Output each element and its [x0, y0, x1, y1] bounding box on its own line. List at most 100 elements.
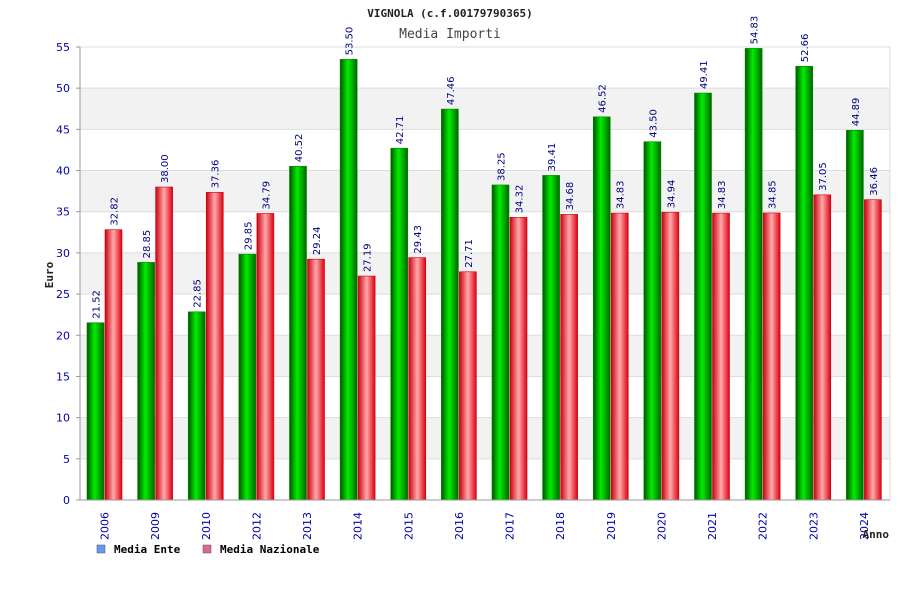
x-tick-label: 2021 — [706, 512, 719, 540]
bar-label-media-ente: 28.85 — [142, 230, 153, 259]
bar-label-media-nazionale: 36.46 — [869, 167, 880, 196]
bar-value-labels: 21.52 32.82 28.85 38.00 22.85 37.36 29.85 34.79… — [92, 16, 880, 319]
bar-media-ente — [137, 262, 155, 501]
plot-band — [80, 129, 890, 171]
y-tick-label: 10 — [56, 412, 70, 425]
bar-media-ente — [694, 92, 712, 501]
y-axis-title: Euro — [43, 261, 56, 288]
y-tick-label: 15 — [56, 370, 70, 383]
y-tick-label: 40 — [56, 165, 70, 178]
bar-label-media-nazionale: 38.00 — [160, 154, 171, 183]
bar-label-media-nazionale: 32.82 — [110, 197, 121, 226]
bar-media-nazionale — [560, 214, 578, 501]
x-tick-label: 2024 — [858, 512, 871, 540]
bar-media-ente — [339, 59, 358, 501]
bar-label-media-nazionale: 34.68 — [565, 182, 576, 211]
bar-media-nazionale — [307, 258, 325, 501]
bar-label-media-ente: 42.71 — [395, 116, 406, 145]
bar-media-nazionale — [104, 229, 123, 501]
bar-label-media-nazionale: 34.79 — [261, 181, 272, 210]
bar-media-ente — [238, 253, 257, 501]
bar-media-nazionale — [762, 212, 781, 501]
x-tick-label: 2009 — [149, 512, 162, 540]
bar-label-media-ente: 39.41 — [547, 143, 558, 172]
bar-label-media-nazionale: 27.19 — [363, 243, 374, 272]
y-tick-label: 35 — [56, 206, 70, 219]
x-tick-label: 2012 — [250, 512, 263, 540]
x-axis-ticks: 2006 2009 2010 2012 2013 2014 2015 2016 2017 2018… — [99, 512, 871, 540]
y-tick-label: 0 — [63, 494, 70, 507]
bar-media-ente — [491, 184, 510, 501]
plot-band — [80, 88, 890, 130]
chart-subtitle: Media Importi — [399, 27, 501, 42]
x-tick-label: 2019 — [605, 512, 618, 540]
bar-media-ente — [795, 65, 814, 501]
x-tick-label: 2010 — [200, 512, 213, 540]
bar-media-ente — [441, 108, 459, 501]
y-tick-label: 50 — [56, 82, 70, 95]
x-tick-label: 2018 — [554, 512, 567, 540]
bar-label-media-ente: 22.85 — [193, 279, 204, 308]
x-tick-label: 2020 — [655, 512, 668, 540]
y-tick-label: 45 — [56, 123, 70, 136]
x-tick-label: 2014 — [352, 512, 365, 540]
bar-label-media-nazionale: 37.36 — [211, 160, 222, 189]
bar-media-nazionale — [509, 217, 528, 501]
bar-label-media-ente: 53.50 — [345, 27, 356, 56]
bar-label-media-nazionale: 37.05 — [818, 162, 829, 191]
y-tick-label: 30 — [56, 247, 70, 260]
x-axis-title: Anno — [863, 528, 890, 541]
bar-media-ente — [390, 147, 409, 501]
bar-media-ente — [86, 322, 105, 501]
chart-title: VIGNOLA (c.f.00179790365) — [367, 7, 533, 20]
bar-label-media-ente: 38.25 — [497, 152, 508, 181]
x-tick-label: 2015 — [402, 512, 415, 540]
bar-media-ente — [846, 129, 864, 501]
bar-label-media-nazionale: 34.94 — [666, 180, 677, 209]
bar-label-media-ente: 49.41 — [699, 60, 710, 89]
bar-label-media-ente: 52.66 — [800, 34, 811, 63]
bar-label-media-ente: 54.83 — [750, 16, 761, 45]
legend-label-media-ente: Media Ente — [114, 543, 181, 556]
y-tick-label: 5 — [63, 453, 70, 466]
y-tick-label: 25 — [56, 288, 70, 301]
bar-media-nazionale — [712, 212, 730, 501]
bar-media-nazionale — [205, 191, 224, 501]
bar-media-ente — [542, 175, 560, 501]
bar-media-nazionale — [256, 213, 275, 501]
legend-swatch-media-nazionale — [202, 544, 212, 554]
bar-label-media-nazionale: 34.83 — [717, 180, 728, 209]
bar-media-nazionale — [813, 194, 832, 501]
bar-media-nazionale — [408, 257, 427, 501]
bar-label-media-ente: 47.46 — [446, 76, 457, 105]
bar-label-media-ente: 43.50 — [648, 109, 659, 138]
bar-label-media-nazionale: 34.85 — [768, 180, 779, 209]
bar-media-nazionale — [610, 212, 629, 501]
bar-label-media-nazionale: 34.83 — [616, 180, 627, 209]
plot-band — [80, 47, 890, 89]
x-tick-label: 2017 — [504, 512, 517, 540]
bars — [86, 48, 882, 501]
bar-label-media-nazionale: 29.43 — [413, 225, 424, 254]
legend-label-media-nazionale: Media Nazionale — [220, 543, 320, 556]
bar-label-media-ente: 40.52 — [294, 134, 305, 163]
bar-media-ente — [643, 141, 662, 501]
bar-media-ente — [289, 165, 307, 501]
x-tick-label: 2023 — [807, 512, 820, 540]
y-tick-label: 20 — [56, 329, 70, 342]
bar-label-media-ente: 46.52 — [598, 84, 609, 113]
x-tick-label: 2013 — [301, 512, 314, 540]
bar-media-ente — [187, 311, 206, 501]
bar-label-media-nazionale: 27.71 — [464, 239, 475, 268]
bar-media-nazionale — [155, 186, 173, 501]
bar-media-nazionale — [357, 275, 376, 501]
bar-label-media-ente: 21.52 — [92, 290, 103, 319]
bar-media-nazionale — [661, 211, 680, 501]
bar-media-ente — [744, 48, 763, 501]
bar-label-media-ente: 29.85 — [243, 222, 254, 251]
bar-media-nazionale — [459, 271, 477, 501]
legend-swatch-media-ente — [96, 544, 106, 554]
y-tick-label: 55 — [56, 41, 70, 54]
bar-media-ente — [592, 116, 611, 501]
